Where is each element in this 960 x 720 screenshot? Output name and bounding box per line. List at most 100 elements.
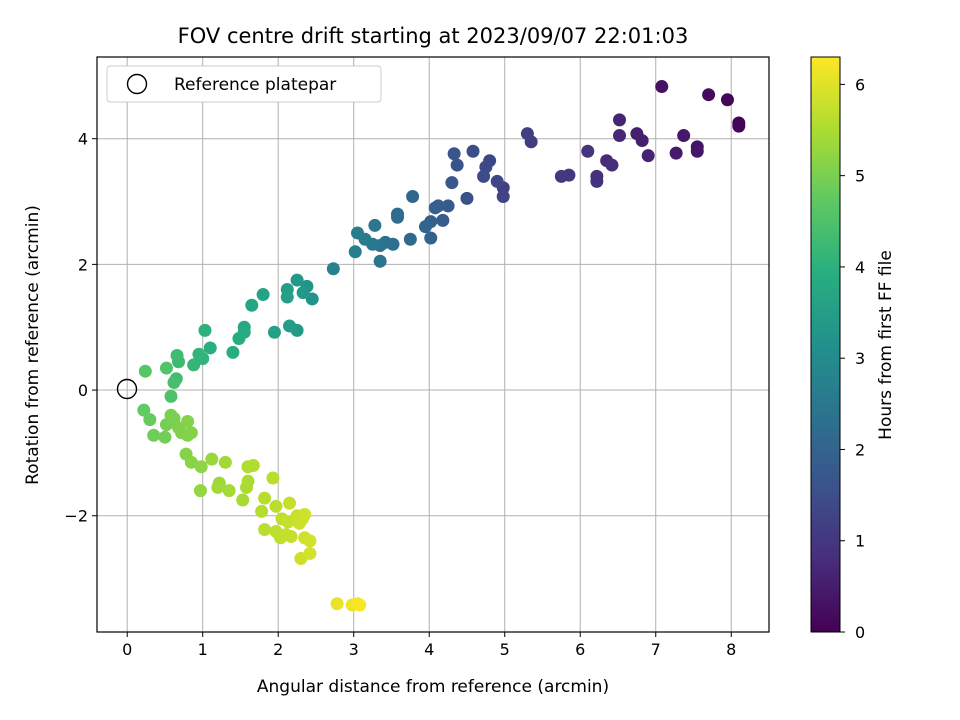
x-axis-label: Angular distance from reference (arcmin)	[257, 677, 609, 697]
data-point	[147, 428, 161, 442]
data-point	[490, 174, 504, 188]
data-point	[143, 413, 157, 427]
data-point	[218, 455, 232, 469]
data-point	[258, 491, 272, 505]
data-point	[194, 460, 208, 474]
x-tick-label: 8	[726, 640, 736, 659]
data-point	[326, 262, 340, 276]
colorbar-ticks: 0 1 2 3 4 5 6	[840, 75, 865, 642]
y-tick-label: 2	[78, 255, 88, 274]
data-point	[441, 199, 455, 213]
data-point	[193, 484, 207, 498]
colorbar-tick-label: 3	[855, 349, 865, 368]
colorbar: 0 1 2 3 4 5 6 Hours from first FF file	[810, 56, 896, 642]
data-point	[391, 210, 405, 224]
data-point	[211, 480, 225, 494]
data-point	[232, 332, 246, 346]
data-point	[605, 158, 619, 172]
data-point	[167, 376, 181, 390]
data-point	[184, 455, 198, 469]
y-axis-label: Rotation from reference (arcmin)	[23, 205, 43, 485]
data-point	[181, 414, 195, 428]
colorbar-tick-label: 5	[855, 167, 865, 186]
y-tick-label: 0	[78, 381, 88, 400]
data-point	[245, 298, 259, 312]
x-tick-label: 2	[273, 640, 283, 659]
data-point	[350, 226, 364, 240]
x-tick-label: 5	[500, 640, 510, 659]
data-point	[226, 345, 240, 359]
data-point	[170, 348, 184, 362]
data-point	[241, 474, 255, 488]
colorbar-tick-label: 1	[855, 532, 865, 551]
data-point	[159, 361, 173, 375]
data-point	[158, 430, 172, 444]
data-point	[348, 245, 362, 259]
data-point	[373, 254, 387, 268]
data-point	[641, 149, 655, 163]
data-point	[203, 341, 217, 355]
data-point	[255, 504, 269, 518]
data-point	[554, 169, 568, 183]
data-point	[222, 484, 236, 498]
x-axis-ticks: 0 1 2 3 4 5 6 7 8	[122, 632, 736, 659]
data-point	[496, 190, 510, 204]
data-point	[403, 232, 417, 246]
data-point	[246, 458, 260, 472]
data-point	[138, 364, 152, 378]
data-point	[198, 323, 212, 337]
data-point	[477, 169, 491, 183]
data-point	[164, 389, 178, 403]
x-tick-label: 4	[424, 640, 434, 659]
data-point	[205, 452, 219, 466]
colorbar-tick-label: 2	[855, 440, 865, 459]
data-point	[581, 144, 595, 158]
data-point	[590, 174, 604, 188]
x-tick-label: 6	[575, 640, 585, 659]
data-point	[267, 325, 281, 339]
data-point	[732, 119, 746, 133]
data-point	[424, 231, 438, 245]
y-tick-label: −2	[64, 507, 88, 526]
data-point	[184, 426, 198, 440]
data-point	[612, 113, 626, 127]
legend-entry-reference-platepar: Reference platepar	[174, 75, 336, 95]
data-point	[635, 134, 649, 148]
data-point	[436, 213, 450, 227]
colorbar-tick-label: 4	[855, 258, 865, 277]
data-point	[303, 534, 317, 548]
data-point	[655, 80, 669, 94]
data-point	[406, 190, 420, 204]
legend: Reference platepar	[106, 65, 382, 103]
data-point	[281, 515, 295, 529]
data-point	[280, 290, 294, 304]
data-point	[460, 191, 474, 205]
colorbar-label: Hours from first FF file	[876, 250, 896, 440]
data-point	[284, 529, 298, 543]
data-point	[677, 129, 691, 143]
data-point	[283, 319, 297, 333]
data-point	[258, 523, 272, 537]
data-point	[305, 292, 319, 306]
colorbar-tick-label: 0	[855, 623, 865, 642]
data-point	[447, 147, 461, 161]
plot-frame	[96, 56, 770, 633]
colorbar-tick-label: 6	[855, 75, 865, 94]
x-tick-label: 0	[122, 640, 132, 659]
scatter-points	[137, 80, 746, 612]
data-point	[690, 144, 704, 158]
data-point	[256, 288, 270, 302]
reference-platepar-marker	[116, 378, 138, 400]
data-point	[187, 358, 201, 372]
legend-marker-icon	[126, 73, 148, 95]
x-tick-label: 3	[349, 640, 359, 659]
data-point	[298, 507, 312, 521]
data-point	[353, 598, 367, 612]
data-point	[283, 496, 297, 510]
data-point	[269, 499, 283, 513]
data-point	[137, 403, 151, 417]
data-point	[445, 176, 459, 190]
data-point	[266, 471, 280, 485]
data-point	[669, 146, 683, 160]
